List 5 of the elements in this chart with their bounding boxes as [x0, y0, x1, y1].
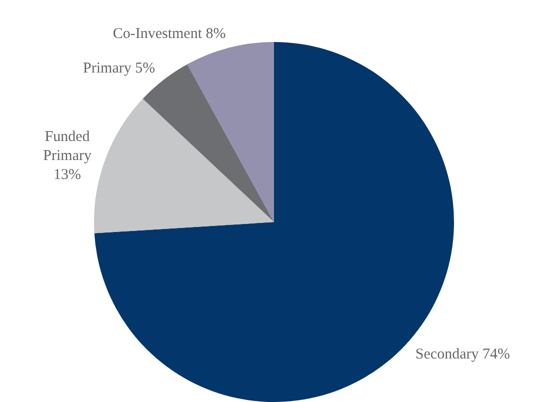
slice-label: Funded Primary: [43, 129, 92, 164]
slice-label: Co-Investment 8%: [112, 26, 226, 42]
category-label: Primary 5%: [83, 60, 156, 77]
slice-label: Secondary 74%: [415, 346, 510, 363]
data-label: 13%: [54, 167, 82, 184]
